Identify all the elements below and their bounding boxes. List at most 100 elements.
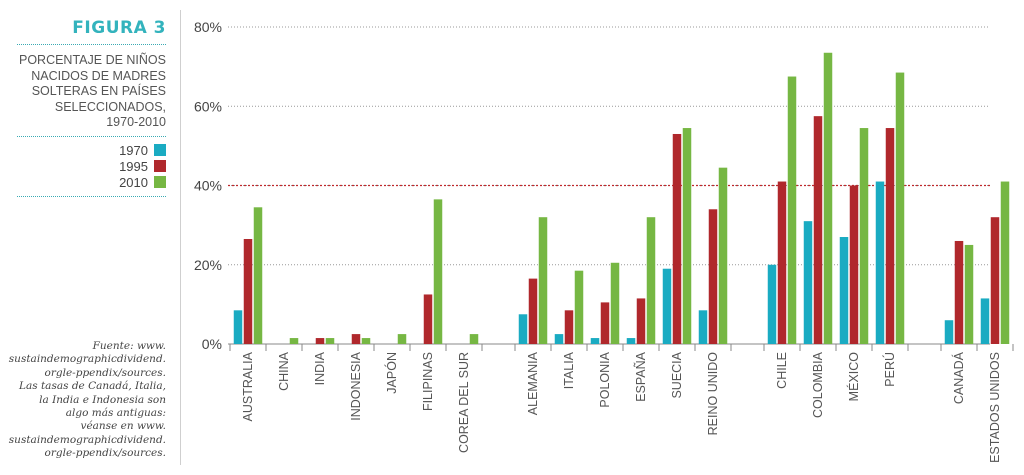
bar-1970 bbox=[803, 221, 813, 344]
figure-sidebar: FIGURA 3 PORCENTAJE DE NIÑOS NACIDOS DE … bbox=[0, 0, 172, 475]
divider bbox=[17, 136, 166, 137]
bar-1970 bbox=[839, 237, 849, 344]
bar-1970 bbox=[590, 338, 600, 344]
bar-1995 bbox=[954, 240, 964, 344]
legend-item-1995: 1995 bbox=[119, 158, 166, 174]
bar-2010 bbox=[964, 244, 974, 344]
bar-2010 bbox=[361, 338, 371, 344]
bar-2010 bbox=[325, 338, 335, 344]
bar-1970 bbox=[626, 338, 636, 344]
source-line: sustaindemographicdividend. bbox=[8, 433, 166, 446]
source-line: orgle-ppendix/sources. bbox=[44, 366, 166, 379]
bar-2010 bbox=[397, 334, 407, 344]
x-tick-label: PERÚ bbox=[882, 352, 897, 387]
x-tick-label: ESPAÑA bbox=[634, 351, 648, 401]
figure-label: FIGURA 3 bbox=[72, 18, 166, 38]
x-tick-label: SUECIA bbox=[670, 351, 684, 398]
source-note: Fuente: www. sustaindemographicdividend.… bbox=[0, 340, 166, 461]
legend-item-1970: 1970 bbox=[119, 142, 166, 158]
bar-2010 bbox=[895, 72, 905, 344]
bar-1995 bbox=[351, 334, 361, 344]
legend-label: 2010 bbox=[119, 174, 148, 190]
bar-1995 bbox=[990, 217, 1000, 344]
x-tick-label: INDONESIA bbox=[349, 351, 363, 420]
x-tick-label: POLONIA bbox=[598, 351, 612, 407]
bar-1995 bbox=[600, 302, 610, 344]
x-tick-label: ALEMANIA bbox=[526, 351, 540, 415]
x-tick-label: CANADÁ bbox=[951, 351, 966, 404]
legend-label: 1995 bbox=[119, 158, 148, 174]
bar-2010 bbox=[433, 199, 443, 344]
divider bbox=[17, 44, 166, 45]
bar-1970 bbox=[518, 314, 528, 344]
bar-1970 bbox=[980, 298, 990, 344]
bar-1995 bbox=[849, 185, 859, 344]
x-tick-label: MÉXICO bbox=[846, 352, 861, 402]
x-tick-label: CHINA bbox=[277, 351, 291, 391]
bar-2010 bbox=[610, 262, 620, 344]
source-line: orgle-ppendix/sources. bbox=[44, 447, 166, 460]
y-tick-label: 40% bbox=[194, 178, 222, 194]
y-tick-label: 60% bbox=[194, 98, 222, 114]
bar-1970 bbox=[662, 268, 672, 344]
caption-line: SOLTERAS EN PAÍSES bbox=[31, 84, 166, 98]
caption-line: PORCENTAJE DE NIÑOS bbox=[18, 53, 166, 67]
caption-line: 1970-2010 bbox=[106, 115, 166, 129]
bar-1970 bbox=[233, 310, 243, 344]
bar-2010 bbox=[682, 128, 692, 344]
bar-1995 bbox=[315, 338, 325, 344]
bar-1995 bbox=[777, 181, 787, 344]
bar-1970 bbox=[875, 181, 885, 344]
source-line: algo más antiguas: bbox=[65, 407, 166, 420]
x-tick-label: COREA DEL SUR bbox=[457, 352, 471, 453]
legend-label: 1970 bbox=[119, 142, 148, 158]
x-tick-label: CHILE bbox=[775, 352, 789, 389]
x-tick-label: ITALIA bbox=[562, 351, 576, 389]
bar-1995 bbox=[423, 294, 433, 344]
x-tick-label: REINO UNIDO bbox=[706, 352, 720, 436]
y-tick-label: 0% bbox=[202, 336, 222, 352]
bar-2010 bbox=[469, 334, 479, 344]
source-line: Fuente: www. bbox=[92, 340, 166, 352]
bar-2010 bbox=[538, 217, 548, 344]
x-tick-label: INDIA bbox=[313, 351, 327, 385]
caption-line: NACIDOS DE MADRES bbox=[31, 68, 166, 83]
x-tick-label: ESTADOS UNIDOS bbox=[988, 352, 1002, 463]
legend-swatch-1995 bbox=[154, 160, 166, 172]
bar-2010 bbox=[289, 338, 299, 344]
bar-2010 bbox=[859, 128, 869, 344]
source-line: la India e Indonesia son bbox=[39, 393, 166, 406]
bar-1995 bbox=[708, 209, 718, 344]
bar-2010 bbox=[646, 217, 656, 344]
bar-2010 bbox=[718, 167, 728, 344]
bar-2010 bbox=[574, 270, 584, 344]
sidebar-separator bbox=[180, 10, 181, 465]
bar-1970 bbox=[944, 320, 954, 344]
bar-1995 bbox=[813, 116, 823, 344]
x-tick-label: COLOMBIA bbox=[811, 351, 825, 418]
bar-1970 bbox=[554, 334, 564, 344]
bar-1995 bbox=[636, 298, 646, 344]
source-line: véanse en www. bbox=[80, 420, 166, 433]
y-tick-label: 20% bbox=[194, 257, 222, 273]
bar-2010 bbox=[823, 52, 833, 344]
bar-1995 bbox=[672, 133, 682, 344]
divider bbox=[17, 196, 166, 197]
bar-1995 bbox=[528, 278, 538, 344]
bar-1995 bbox=[243, 238, 253, 344]
x-tick-label: AUSTRALIA bbox=[241, 351, 255, 421]
bar-2010 bbox=[1000, 181, 1010, 344]
source-line: sustaindemographicdividend. bbox=[8, 353, 166, 366]
bar-1970 bbox=[698, 310, 708, 344]
legend-swatch-1970 bbox=[154, 144, 166, 156]
source-line: Las tasas de Canadá, Italia, bbox=[19, 380, 166, 393]
legend-item-2010: 2010 bbox=[119, 174, 166, 190]
x-tick-label: FILIPINAS bbox=[421, 352, 435, 411]
figure-caption: PORCENTAJE DE NIÑOS NACIDOS DE MADRES SO… bbox=[6, 53, 166, 131]
bar-1995 bbox=[885, 128, 895, 344]
bar-2010 bbox=[787, 76, 797, 344]
bar-2010 bbox=[253, 207, 263, 344]
bar-1995 bbox=[564, 310, 574, 344]
legend-swatch-2010 bbox=[154, 176, 166, 188]
x-tick-label: JAPÓN bbox=[384, 352, 399, 394]
